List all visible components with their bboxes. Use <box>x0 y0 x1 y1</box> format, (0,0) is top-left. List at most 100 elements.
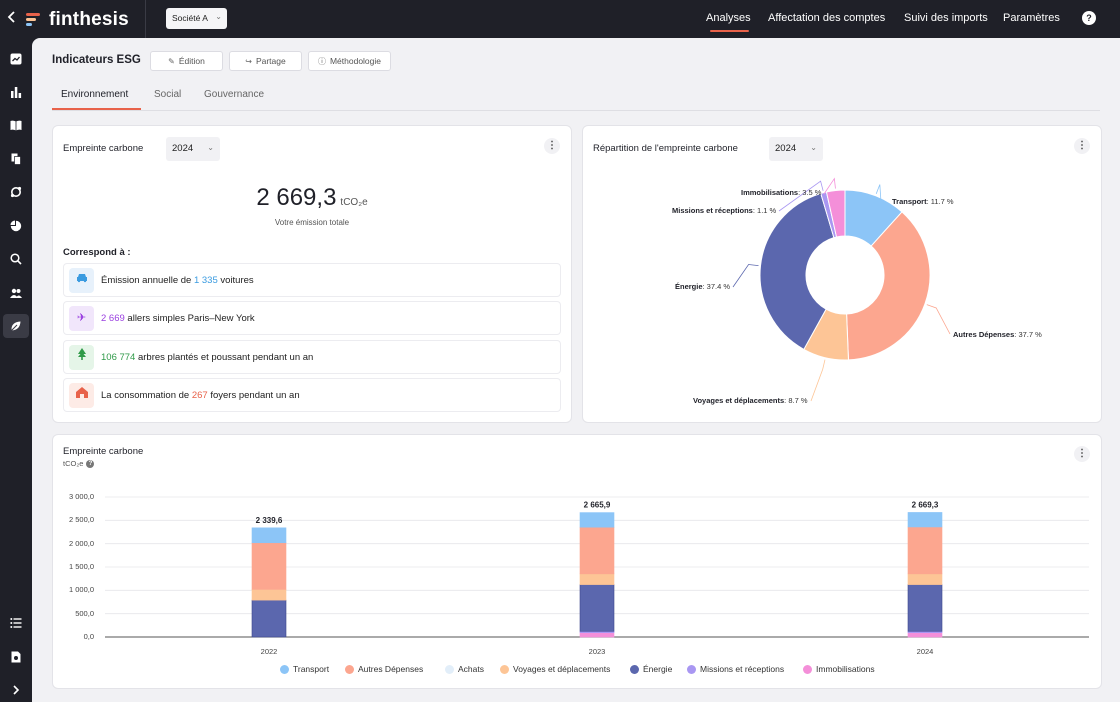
legend-label: Immobilisations <box>816 664 875 674</box>
legend-item-missions-et-receptions[interactable]: Missions et réceptions <box>687 664 784 674</box>
pie-label-transport: Transport: 11.7 % <box>892 197 954 206</box>
sidebar-item-esg[interactable] <box>3 314 29 338</box>
distribution-year-value: 2024 <box>775 143 797 154</box>
logo[interactable]: finthesis <box>26 9 129 31</box>
bar-segment-energie-2023[interactable] <box>579 584 615 632</box>
back-chevron-icon[interactable] <box>7 10 21 28</box>
sidebar-item-book[interactable] <box>3 113 29 137</box>
top-bar: finthesis Société A ⌄ Analyses Affectati… <box>0 0 1120 38</box>
pencil-icon: ✎ <box>168 56 175 66</box>
sidebar-item-users[interactable] <box>3 281 29 305</box>
bar-segment-voyages-et-deplacements-2022[interactable] <box>251 589 287 601</box>
nav-parametres[interactable]: Paramètres <box>1003 12 1060 24</box>
sidebar-item-ledger[interactable] <box>3 147 29 171</box>
legend-item-voyages-et-deplacements[interactable]: Voyages et déplacements <box>500 664 610 674</box>
pie-slice-energie[interactable] <box>759 192 835 351</box>
legend-item-transport[interactable]: Transport <box>280 664 329 674</box>
pie-label-name: Immobilisations <box>741 188 799 197</box>
bar-total-label: 2 669,3 <box>912 500 939 509</box>
eq-number: 2 669 <box>101 313 125 324</box>
bar-segment-energie-2022[interactable] <box>251 599 287 638</box>
share-button[interactable]: ↪ Partage <box>229 51 302 71</box>
share-icon: ↪ <box>245 56 252 66</box>
nav-suivi-des-imports[interactable]: Suivi des imports <box>904 12 988 24</box>
pie-leader-line-autres-depenses <box>926 304 951 335</box>
bar-segment-immobilisations-2024[interactable] <box>907 632 943 638</box>
bar-segment-transport-2024[interactable] <box>907 512 943 528</box>
pie-leader-line-energie <box>732 264 759 288</box>
legend-label: Énergie <box>643 664 673 674</box>
legend-item-immobilisations[interactable]: Immobilisations <box>803 664 875 674</box>
legend-label: Transport <box>293 664 330 674</box>
bar-segment-autres-depenses-2023[interactable] <box>579 526 615 575</box>
sidebar-item-bar-charts[interactable] <box>3 80 29 104</box>
equivalent-text-homes: La consommation de 267 foyers pendant un… <box>101 390 300 401</box>
sidebar-expand-button[interactable] <box>3 678 29 702</box>
edition-button[interactable]: ✎ Édition <box>150 51 223 71</box>
bar-segment-energie-2024[interactable] <box>907 584 943 632</box>
divider <box>145 0 146 38</box>
help-icon[interactable]: ? <box>86 460 95 468</box>
bar-segment-voyages-et-deplacements-2024[interactable] <box>907 573 943 585</box>
footprint-year-select[interactable]: 2024 ⌄ <box>166 137 220 161</box>
pie-label-name: Transport <box>892 197 927 206</box>
bar-card-menu-icon[interactable]: ⋮ <box>1074 446 1090 462</box>
active-tab-indicator <box>52 108 141 110</box>
pie-slice-autres-depenses[interactable] <box>846 211 931 361</box>
legend-item-energie[interactable]: Énergie <box>630 664 672 674</box>
emissions-bar-card: Empreinte carbone tCO₂e? ⋮ 2 339,6 2022 2 … <box>52 434 1102 689</box>
tab-environnement[interactable]: Environnement <box>61 89 129 100</box>
airplane-icon: ✈ <box>69 306 94 331</box>
y-tick-label: 3 000,0 <box>68 492 94 501</box>
legend-item-autres-depenses[interactable]: Autres Dépenses <box>345 664 423 674</box>
footprint-year-value: 2024 <box>172 143 194 154</box>
sidebar-item-pie-chart[interactable] <box>3 214 29 238</box>
bar-segment-voyages-et-deplacements-2023[interactable] <box>579 573 615 585</box>
total-emission-number: 2 669,3 <box>256 184 337 211</box>
bar-segment-autres-depenses-2024[interactable] <box>907 526 943 575</box>
sidebar-item-search[interactable] <box>3 247 29 271</box>
sidebar-item-dashboard[interactable] <box>3 47 29 71</box>
chevron-down-icon: ⌄ <box>215 12 222 21</box>
bar-segment-transport-2023[interactable] <box>579 512 615 528</box>
legend-label: Missions et réceptions <box>700 664 785 674</box>
sidebar-item-sync[interactable] <box>3 180 29 204</box>
bar-segment-immobilisations-2023[interactable] <box>579 632 615 638</box>
logo-text: finthesis <box>49 9 129 30</box>
footprint-card: Empreinte carbone 2024 ⌄ ⋮ 2 669,3 tCO₂e … <box>52 125 572 423</box>
legend-label: Achats <box>458 664 484 674</box>
pie-label-name: Voyages et déplacements <box>693 396 785 405</box>
footprint-card-menu-icon[interactable]: ⋮ <box>544 138 560 154</box>
car-icon <box>69 268 94 293</box>
list-icon <box>10 618 22 628</box>
pie-slice-immobilisations[interactable] <box>825 189 846 238</box>
bar-segment-autres-depenses-2022[interactable] <box>251 542 287 590</box>
bar-segment-transport-2022[interactable] <box>251 527 287 544</box>
sync-icon <box>10 186 22 198</box>
nav-analyses[interactable]: Analyses <box>706 12 751 32</box>
help-icon[interactable]: ? <box>1082 11 1096 25</box>
tab-social[interactable]: Social <box>154 89 182 100</box>
methodology-button[interactable]: ⓘ Méthodologie <box>308 51 391 71</box>
nav-affectation-des-comptes[interactable]: Affectation des comptes <box>768 12 886 24</box>
distribution-card-menu-icon[interactable]: ⋮ <box>1074 138 1090 154</box>
total-emission-value: 2 669,3 tCO₂e <box>53 184 571 212</box>
eq-prefix: Émission annuelle de <box>101 275 194 286</box>
legend-dot <box>280 664 289 674</box>
pie-leader-line-transport <box>875 184 882 203</box>
legend-item-achats[interactable]: Achats <box>445 664 484 674</box>
tree-icon <box>69 345 94 370</box>
pie-label-voyages-et-deplacements: Voyages et déplacements: 8.7 % <box>693 396 808 405</box>
equivalent-text-cars: Émission annuelle de 1 335 voitures <box>101 275 254 286</box>
distribution-year-select[interactable]: 2024 ⌄ <box>769 137 823 161</box>
info-icon: ⓘ <box>317 56 326 66</box>
pie-label-name: Missions et réceptions <box>672 206 753 215</box>
equivalent-row-homes: La consommation de 267 foyers pendant un… <box>63 378 561 412</box>
sidebar-item-document[interactable] <box>3 645 29 669</box>
y-tick-label: 0,0 <box>83 632 94 641</box>
tab-gouvernance[interactable]: Gouvernance <box>204 89 265 100</box>
company-select[interactable]: Société A ⌄ <box>166 8 227 29</box>
legend-dot <box>630 664 639 674</box>
sidebar-item-list[interactable] <box>3 611 29 635</box>
methodology-button-label: Méthodologie <box>329 56 382 66</box>
